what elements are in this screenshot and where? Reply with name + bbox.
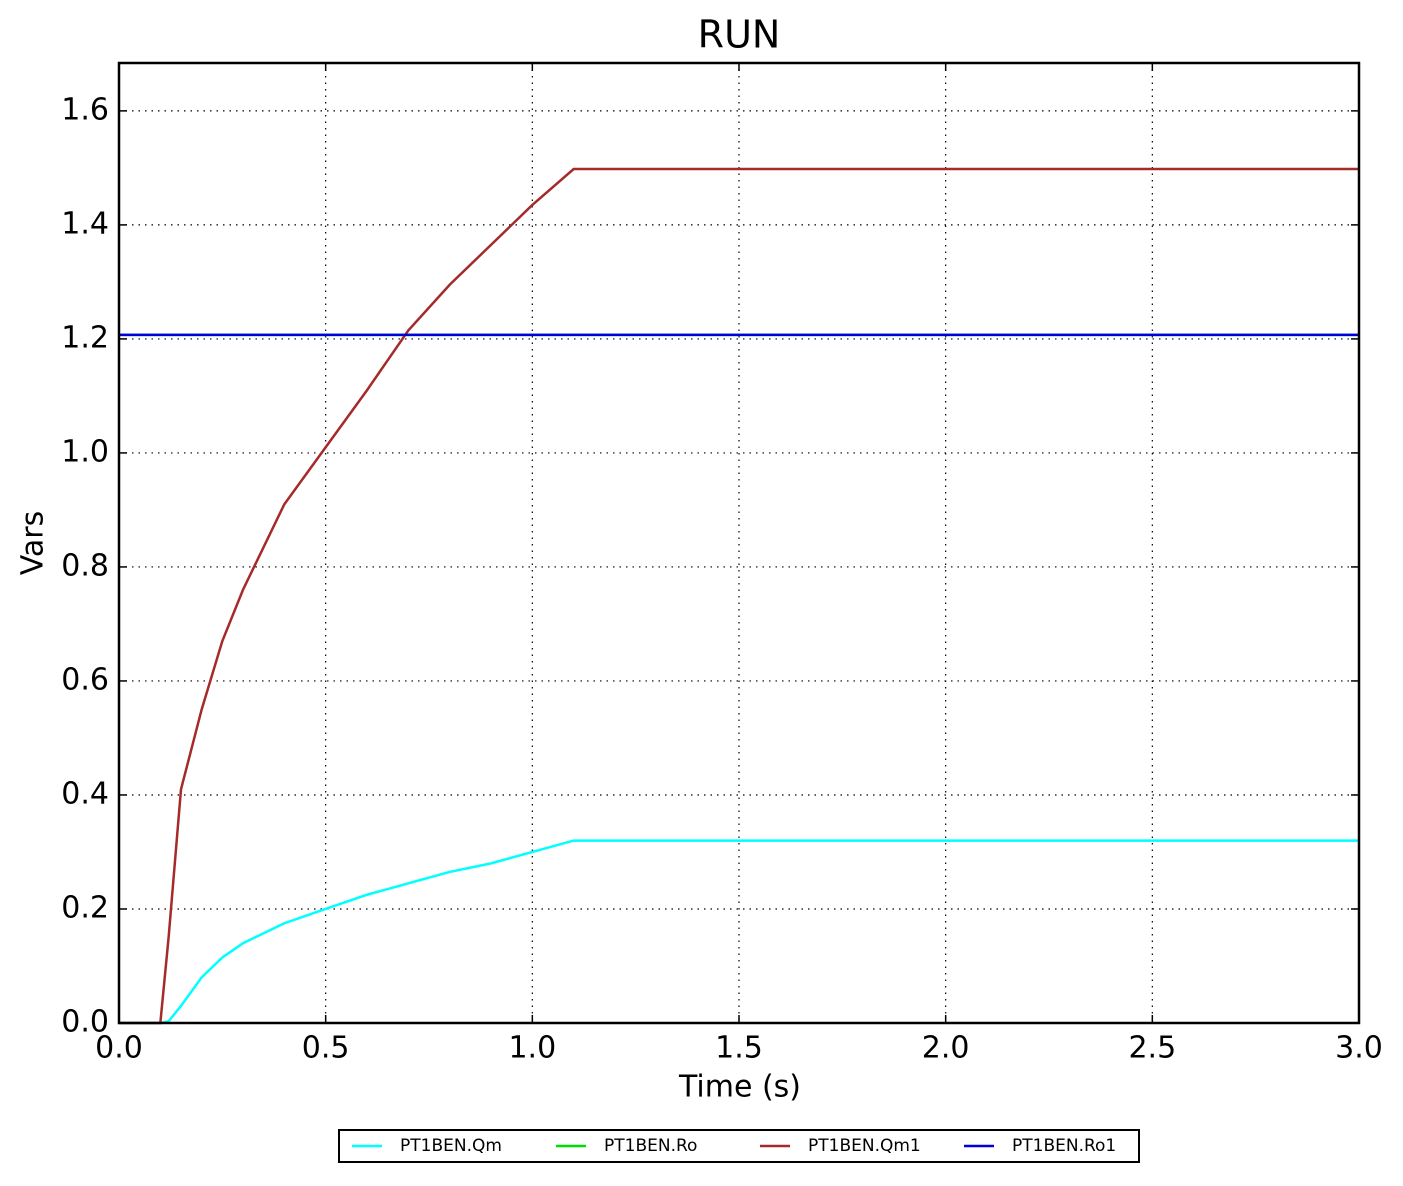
x-tick-label: 2.0 <box>922 1031 970 1066</box>
plot-frame <box>117 61 1361 1025</box>
series-line <box>119 839 1359 1025</box>
y-tick-label: 0.0 <box>61 1005 109 1040</box>
y-tick-label: 0.6 <box>61 662 109 697</box>
chart-title: RUN <box>698 13 781 57</box>
legend-label: PT1BEN.Qm1 <box>808 1136 921 1156</box>
x-tick-label: 1.5 <box>715 1031 763 1066</box>
x-tick-label: 0.0 <box>95 1031 143 1066</box>
y-tick-label: 0.4 <box>61 776 109 811</box>
series-line <box>119 167 1359 1025</box>
legend-label: PT1BEN.Ro1 <box>1012 1136 1116 1156</box>
y-tick-label: 0.8 <box>61 548 109 583</box>
y-tick-label: 1.2 <box>61 320 109 355</box>
legend-label: PT1BEN.Qm <box>400 1136 502 1156</box>
y-axis-label: Vars <box>16 511 51 576</box>
x-tick-label: 3.0 <box>1335 1031 1383 1066</box>
legend-label: PT1BEN.Ro <box>604 1136 697 1156</box>
y-tick-label: 0.2 <box>61 890 109 925</box>
x-tick-label: 2.5 <box>1128 1031 1176 1066</box>
y-tick-label: 1.6 <box>61 92 109 127</box>
legend-box <box>338 1129 1140 1163</box>
y-tick-label: 1.0 <box>61 434 109 469</box>
y-tick-label: 1.4 <box>61 206 109 241</box>
x-tick-label: 0.5 <box>302 1031 350 1066</box>
x-axis-label: Time (s) <box>678 1070 801 1105</box>
x-tick-label: 1.0 <box>508 1031 556 1066</box>
